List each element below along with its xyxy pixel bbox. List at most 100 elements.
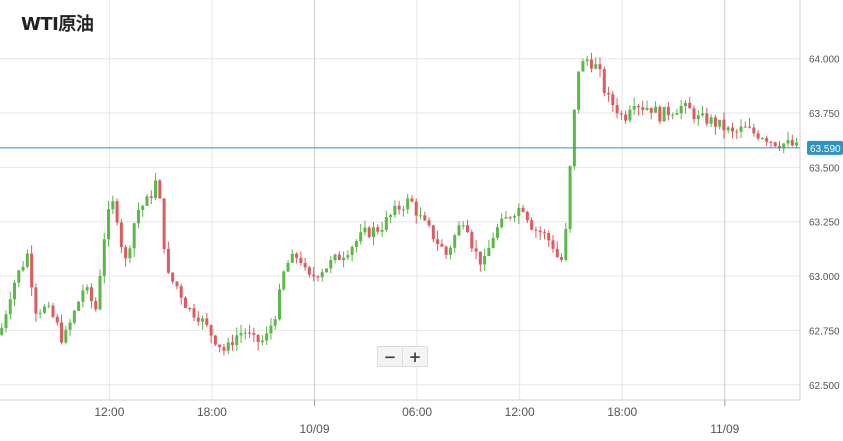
x-tick-label: 18:00 xyxy=(607,405,637,419)
candle-body xyxy=(666,106,670,116)
candle-body xyxy=(312,274,316,277)
current-price-label: 63.590 xyxy=(810,144,841,155)
candle-body xyxy=(213,335,217,345)
candle-body xyxy=(722,119,726,131)
candle-body xyxy=(393,205,397,216)
x-tick-label: 06:00 xyxy=(402,405,432,419)
candle-body xyxy=(55,316,59,323)
candle-body xyxy=(42,306,46,313)
candle-body xyxy=(171,272,175,282)
candle-body xyxy=(350,247,354,256)
candle-body xyxy=(333,254,337,261)
candle-body xyxy=(166,248,170,273)
y-tick-label: 62.750 xyxy=(809,326,840,337)
candle-body xyxy=(760,138,764,140)
candle-body xyxy=(602,69,606,93)
candle-body xyxy=(461,225,465,227)
candle-body xyxy=(273,319,277,326)
candle-body xyxy=(636,106,640,108)
candle-body xyxy=(17,270,21,283)
zoom-out-button[interactable]: − xyxy=(383,347,397,366)
y-tick-label: 63.000 xyxy=(809,272,840,283)
candle-body xyxy=(277,289,281,320)
candle-body xyxy=(790,140,794,146)
candle-body xyxy=(431,225,435,240)
candle-body xyxy=(444,246,448,255)
candle-body xyxy=(513,215,517,218)
candle-body xyxy=(397,205,401,210)
candle-body xyxy=(577,71,581,110)
candle-body xyxy=(235,335,239,345)
candle-body xyxy=(128,248,132,259)
candle-body xyxy=(324,268,328,273)
candle-body xyxy=(8,299,12,315)
candle-body xyxy=(111,201,115,210)
candle-body xyxy=(282,271,286,290)
candle-body xyxy=(679,106,683,114)
zoom-in-button[interactable]: + xyxy=(402,347,427,366)
candle-body xyxy=(478,251,482,265)
candle-body xyxy=(547,233,551,241)
candle-body xyxy=(303,263,307,268)
candle-body xyxy=(218,344,222,348)
zoom-controls: − + xyxy=(377,346,428,367)
candle-body xyxy=(491,237,495,248)
candle-body xyxy=(4,314,8,329)
candle-body xyxy=(354,241,358,248)
candle-body xyxy=(419,215,423,217)
candle-body xyxy=(517,207,521,216)
candle-body xyxy=(765,138,769,142)
candle-body xyxy=(124,247,128,259)
candle-body xyxy=(401,209,405,211)
candle-body xyxy=(196,317,200,322)
candle-body xyxy=(367,227,371,237)
candle-body xyxy=(560,257,564,260)
candle-body xyxy=(735,131,739,133)
candle-body xyxy=(628,109,632,121)
candle-body xyxy=(406,198,410,210)
candle-body xyxy=(654,106,658,113)
y-tick-label: 63.500 xyxy=(809,163,840,174)
date-label: 11/09 xyxy=(710,422,739,436)
chart-title: WTI原油 xyxy=(21,14,94,35)
candle-body xyxy=(504,217,508,219)
candle-body xyxy=(718,119,722,127)
candle-body xyxy=(436,239,440,244)
candle-body xyxy=(222,347,226,351)
candle-body xyxy=(201,318,205,322)
candle-body xyxy=(81,290,85,302)
candle-body xyxy=(316,276,320,278)
x-tick-label: 18:00 xyxy=(197,405,227,419)
candle-body xyxy=(542,232,546,234)
candle-body xyxy=(77,301,81,311)
candle-body xyxy=(440,243,444,247)
candle-body xyxy=(594,64,598,69)
candle-body xyxy=(564,228,568,260)
candle-body xyxy=(183,297,187,309)
candle-body xyxy=(188,308,192,310)
candle-body xyxy=(795,142,799,146)
candle-body xyxy=(376,227,380,232)
candle-body xyxy=(739,126,743,132)
y-tick-label: 63.250 xyxy=(809,218,840,229)
candle-body xyxy=(705,113,709,124)
candle-body xyxy=(410,198,414,202)
candle-body xyxy=(508,217,512,219)
candle-body xyxy=(696,115,700,120)
candle-body xyxy=(645,107,649,110)
candle-body xyxy=(68,322,72,330)
x-tick-label: 12:00 xyxy=(94,405,124,419)
candle-body xyxy=(487,247,491,257)
candle-body xyxy=(607,92,611,95)
candle-body xyxy=(145,196,149,206)
candle-body xyxy=(154,180,158,198)
candle-body xyxy=(773,142,777,147)
candle-body xyxy=(252,333,256,335)
candle-body xyxy=(346,255,350,258)
candle-body xyxy=(21,266,25,271)
candle-body xyxy=(457,225,461,236)
candle-body xyxy=(115,201,119,223)
candle-body xyxy=(581,61,585,72)
candle-body xyxy=(132,223,136,249)
